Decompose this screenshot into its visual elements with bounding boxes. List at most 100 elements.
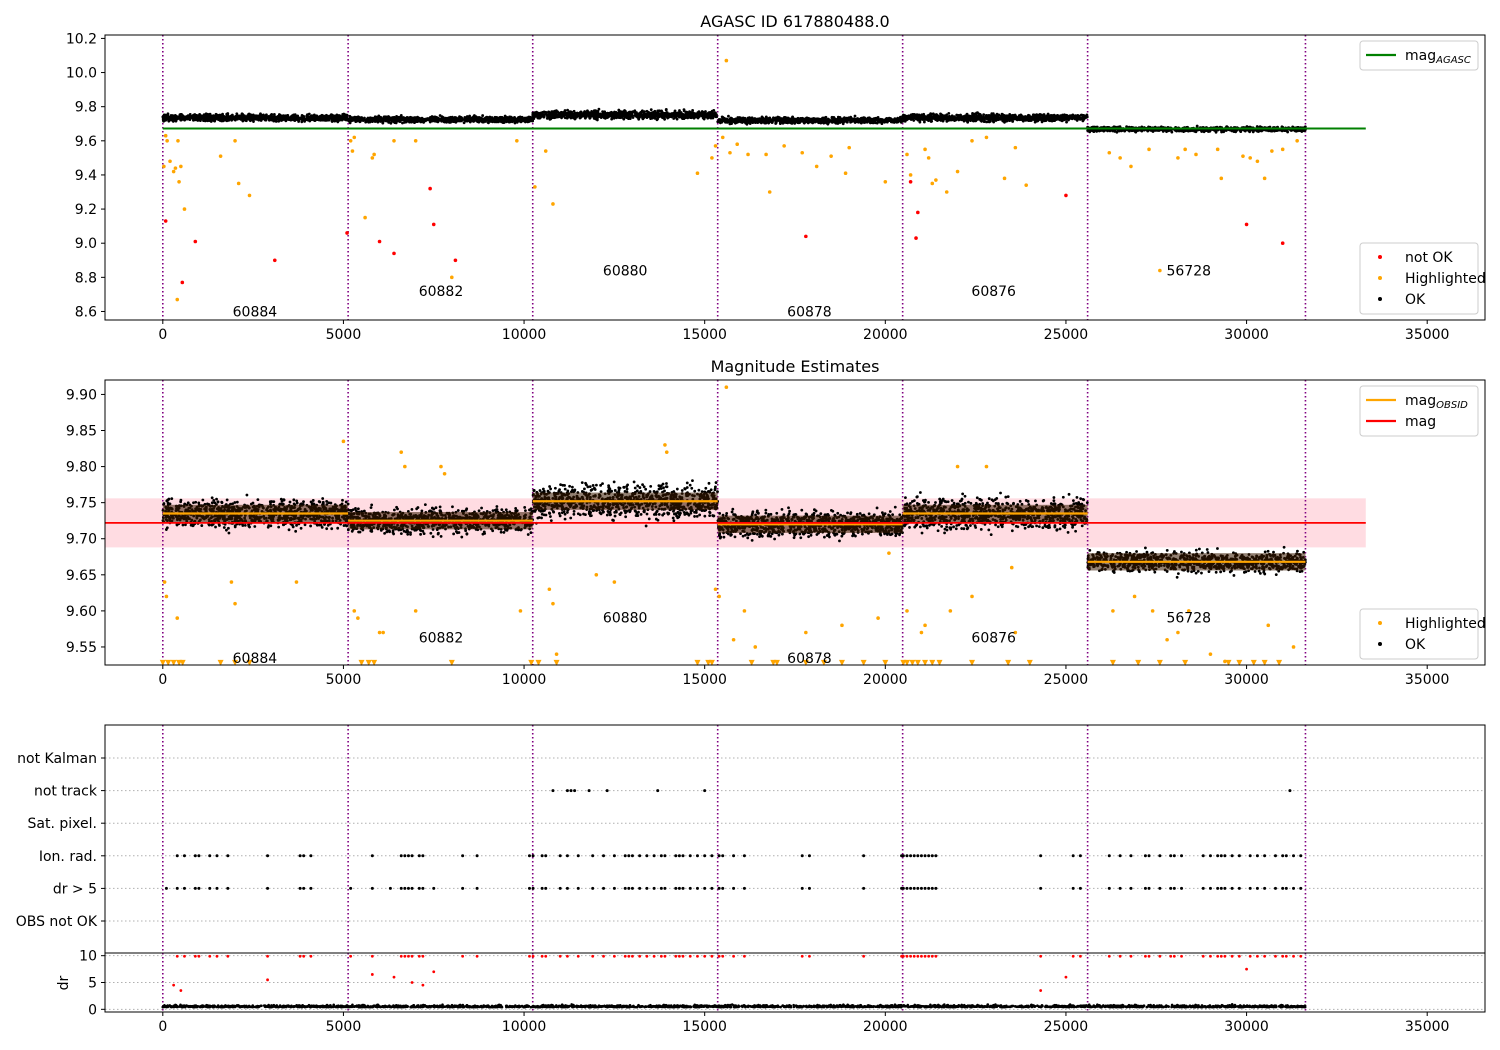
ok-point (1039, 115, 1042, 119)
ok-point (1024, 116, 1028, 120)
ok-point (235, 112, 239, 116)
ok-point (603, 115, 607, 119)
ok-point (576, 114, 579, 118)
ok-point (494, 116, 498, 120)
ok-point (759, 118, 763, 122)
ok-point (257, 117, 261, 121)
ok-point (394, 120, 398, 124)
ok-point (215, 116, 218, 120)
ok-point (484, 117, 488, 120)
ok-point (953, 115, 956, 119)
ok-point (569, 110, 573, 114)
ok-point (819, 118, 823, 122)
ok-point (248, 114, 252, 118)
ok-point (325, 113, 328, 117)
ok-point (1021, 115, 1025, 119)
ok-point (875, 117, 879, 121)
ok-point (376, 120, 380, 124)
ok-point (592, 117, 596, 120)
ok-point (764, 118, 768, 122)
ok-point (263, 117, 267, 120)
ok-point (996, 115, 1000, 119)
ok-point (300, 120, 304, 124)
ok-point (440, 115, 444, 119)
ok-point (933, 117, 937, 121)
panel-agasc: AGASC ID 617880488.0 6088460882608806087… (66, 12, 1486, 343)
ok-point (164, 115, 168, 118)
ok-point (396, 117, 400, 121)
ok-point (935, 113, 939, 117)
ok-point (603, 112, 606, 116)
ok-point (987, 113, 991, 117)
ok-point (203, 118, 207, 122)
ok-point (1008, 113, 1012, 116)
ok-point (776, 117, 779, 121)
ok-point (788, 118, 792, 122)
ok-point (782, 121, 785, 125)
ok-point (635, 111, 638, 114)
ok-point (848, 117, 852, 121)
ok-point (957, 113, 960, 117)
ok-point (195, 114, 199, 117)
ok-point (408, 120, 412, 124)
ok-point (729, 119, 733, 122)
ok-point (677, 111, 681, 115)
ok-point (686, 116, 690, 120)
ok-point (763, 121, 767, 125)
ok-point (241, 117, 245, 121)
ok-point (689, 116, 692, 119)
ok-point (563, 113, 567, 117)
ok-point (1082, 117, 1086, 121)
ok-point (555, 110, 559, 114)
ok-point (501, 119, 504, 123)
ok-point (1058, 118, 1061, 122)
ok-point (293, 113, 297, 117)
ok-point (261, 116, 265, 120)
ok-point (930, 115, 934, 119)
ok-point (440, 119, 444, 123)
ok-point (490, 119, 494, 122)
ok-point (1068, 114, 1072, 118)
ok-point (296, 114, 300, 118)
ok-point (1027, 113, 1030, 117)
ok-point (902, 113, 905, 117)
ok-point (640, 109, 644, 113)
ok-point (296, 116, 300, 120)
ok-point (329, 116, 333, 120)
ok-point (526, 120, 530, 124)
ok-point (579, 113, 582, 117)
ok-point (719, 119, 723, 123)
ok-point (488, 115, 491, 119)
ok-point (472, 117, 476, 121)
ok-point (922, 120, 926, 124)
ok-point (885, 119, 889, 123)
ok-point (761, 116, 765, 120)
ok-point (366, 116, 370, 120)
ok-point (332, 117, 336, 121)
ok-point (800, 119, 804, 123)
ok-point (1055, 114, 1059, 117)
ok-point (307, 112, 311, 116)
ok-point (531, 113, 535, 117)
ok-point (735, 121, 739, 124)
ok-point (207, 119, 211, 122)
ok-point (540, 113, 544, 117)
ok-point (1085, 113, 1089, 117)
ok-point (169, 118, 173, 122)
ok-point (534, 113, 538, 117)
ok-point (200, 114, 203, 118)
ok-point (335, 116, 339, 119)
ok-point (462, 121, 466, 125)
ok-point (278, 117, 282, 121)
ok-point (648, 111, 652, 115)
ok-point (549, 117, 553, 121)
ok-point (401, 121, 404, 125)
ok-point (1037, 113, 1040, 117)
ok-point (830, 116, 834, 120)
ok-point (164, 118, 167, 122)
ok-point (1017, 118, 1021, 121)
ok-point (836, 121, 840, 125)
ok-point (503, 114, 507, 118)
ok-point (668, 112, 671, 116)
